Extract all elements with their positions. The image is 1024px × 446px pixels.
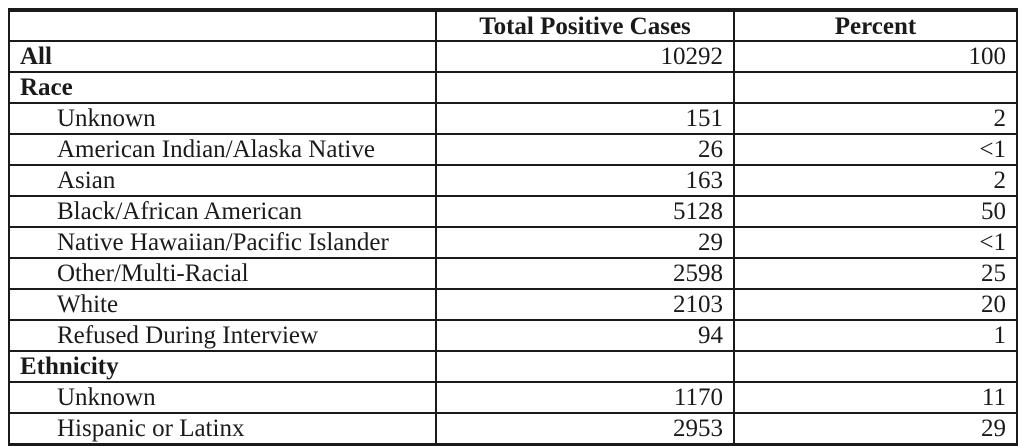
- total-positive-cases-value: [435, 71, 735, 104]
- row-label: Ethnicity: [8, 350, 437, 383]
- positive-cases-table: Total Positive Cases Percent All 10292 100…: [8, 8, 1018, 446]
- row-label: American Indian/Alaska Native: [8, 133, 437, 166]
- table-row: Unknown 1170 11: [8, 381, 1018, 414]
- table-row: Unknown 151 2: [8, 102, 1018, 135]
- total-positive-cases-value: 26: [435, 133, 735, 166]
- percent-value: 50: [733, 195, 1018, 228]
- percent-value: [733, 71, 1018, 104]
- table-row: Other/Multi-Racial 2598 25: [8, 257, 1018, 290]
- percent-value: 11: [733, 381, 1018, 414]
- column-header-total-positive-cases: Total Positive Cases: [435, 9, 735, 42]
- percent-value: 1: [733, 319, 1018, 352]
- percent-value: 20: [733, 288, 1018, 321]
- row-label: Refused During Interview: [8, 319, 437, 352]
- table-row: Native Hawaiian/Pacific Islander 29 <1: [8, 226, 1018, 259]
- row-label: Black/African American: [8, 195, 437, 228]
- row-label: Unknown: [8, 381, 437, 414]
- percent-value: <1: [733, 226, 1018, 259]
- table-row: Asian 163 2: [8, 164, 1018, 197]
- header-row: Total Positive Cases Percent: [8, 9, 1018, 42]
- total-positive-cases-value: 10292: [435, 40, 735, 73]
- total-positive-cases-value: 5128: [435, 195, 735, 228]
- row-label: Asian: [8, 164, 437, 197]
- total-positive-cases-value: 1170: [435, 381, 735, 414]
- percent-value: 100: [733, 40, 1018, 73]
- table-row: Ethnicity: [8, 350, 1018, 383]
- table-row: Black/African American 5128 50: [8, 195, 1018, 228]
- row-label: Race: [8, 71, 437, 104]
- total-positive-cases-value: 163: [435, 164, 735, 197]
- table-row: Refused During Interview 94 1: [8, 319, 1018, 352]
- total-positive-cases-value: 2953: [435, 412, 735, 445]
- row-label: White: [8, 288, 437, 321]
- table-row: American Indian/Alaska Native 26 <1: [8, 133, 1018, 166]
- column-header-percent: Percent: [733, 9, 1018, 42]
- percent-value: [733, 350, 1018, 383]
- table-body: All 10292 100 Race Unknown 151 2 American India…: [8, 40, 1018, 445]
- percent-value: <1: [733, 133, 1018, 166]
- column-header-blank: [8, 9, 437, 42]
- row-label: Other/Multi-Racial: [8, 257, 437, 290]
- percent-value: 29: [733, 412, 1018, 445]
- total-positive-cases-value: 151: [435, 102, 735, 135]
- row-label: Native Hawaiian/Pacific Islander: [8, 226, 437, 259]
- table-row: Race: [8, 71, 1018, 104]
- total-positive-cases-value: [435, 350, 735, 383]
- row-label: All: [8, 40, 437, 73]
- total-positive-cases-value: 94: [435, 319, 735, 352]
- total-positive-cases-value: 29: [435, 226, 735, 259]
- table-row: All 10292 100: [8, 40, 1018, 73]
- total-positive-cases-value: 2103: [435, 288, 735, 321]
- row-label: Hispanic or Latinx: [8, 412, 437, 445]
- percent-value: 2: [733, 102, 1018, 135]
- table-row: Hispanic or Latinx 2953 29: [8, 412, 1018, 445]
- row-label: Unknown: [8, 102, 437, 135]
- percent-value: 2: [733, 164, 1018, 197]
- percent-value: 25: [733, 257, 1018, 290]
- total-positive-cases-value: 2598: [435, 257, 735, 290]
- table-row: White 2103 20: [8, 288, 1018, 321]
